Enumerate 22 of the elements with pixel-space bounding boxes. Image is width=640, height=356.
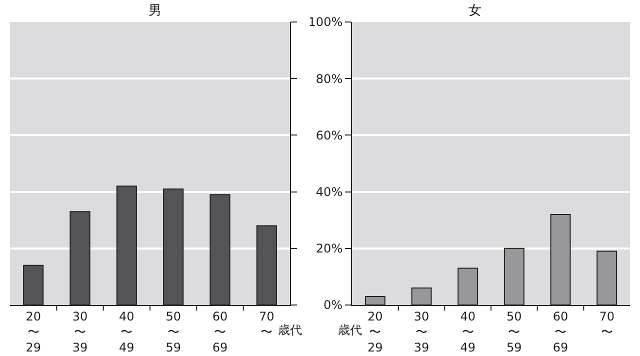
x-tick-label: 70 〜: [259, 309, 274, 339]
y-tick-label: 80%: [316, 72, 343, 86]
x-tick-label: 30 〜 39: [72, 309, 88, 355]
x-axis-title: 歳代: [278, 323, 302, 337]
x-tick-label: 40 〜 49: [460, 309, 476, 355]
y-tick-label: 0%: [324, 298, 343, 312]
x-tick-label: 50 〜 59: [506, 309, 522, 355]
chart-title: 男: [148, 3, 162, 18]
y-tick-label: 60%: [316, 128, 343, 142]
x-tick-label: 70 〜: [599, 309, 614, 339]
y-tick-label: 40%: [316, 185, 343, 199]
x-tick-label: 60 〜 69: [212, 309, 228, 355]
x-tick-label: 40 〜 49: [119, 309, 134, 355]
x-tick-label: 50 〜 59: [166, 309, 181, 355]
y-tick-label: 20%: [316, 242, 343, 256]
x-tick-label: 60 〜 69: [552, 309, 568, 355]
x-tick-label: 20 〜 29: [368, 309, 383, 355]
x-tick-label: 30 〜 39: [414, 309, 430, 355]
x-axis-title: 歳代: [338, 323, 362, 337]
chart-title: 女: [468, 3, 482, 18]
y-tick-label: 100%: [308, 15, 343, 30]
x-tick-label: 20 〜 29: [26, 309, 41, 355]
